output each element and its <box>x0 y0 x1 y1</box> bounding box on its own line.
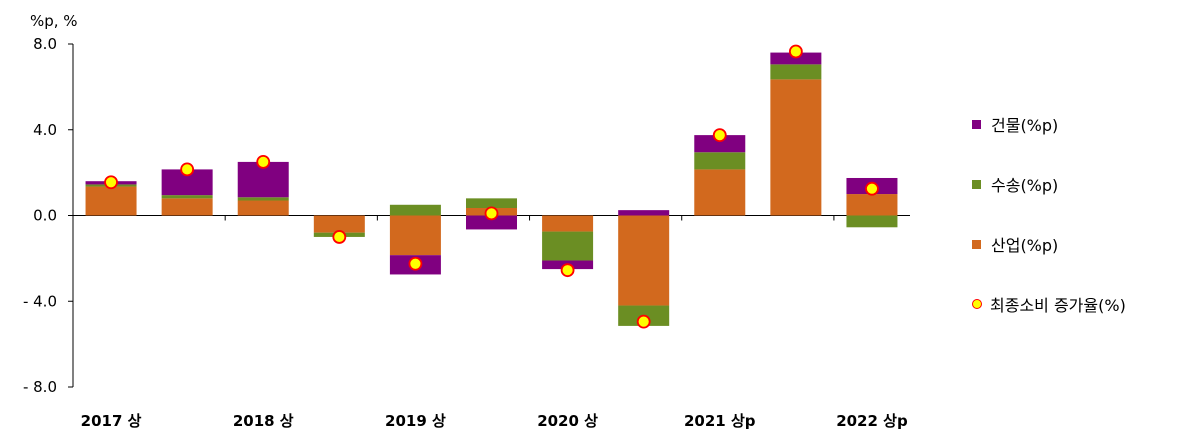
bar-segment <box>313 215 365 233</box>
x-tick-label: 2019 상 <box>385 412 446 430</box>
bar-segment <box>161 195 213 199</box>
y-tick-label: - 4.0 <box>23 292 57 310</box>
x-tick-label: 2022 상p <box>836 412 908 430</box>
data-point <box>484 206 499 221</box>
legend-item-industry: 산업(%p) <box>972 232 1058 256</box>
bar-segment <box>466 198 517 208</box>
legend-label-industry: 산업(%p) <box>991 236 1059 255</box>
legend-label-final-consumption: 최종소비 증가율(%) <box>990 296 1126 315</box>
legend-marker-final-consumption <box>972 299 982 309</box>
data-point <box>560 263 575 278</box>
x-tick-label: 2018 상 <box>233 412 294 430</box>
bar-segment <box>161 198 213 216</box>
axes-layer: 8.0 4.0 0.0 - 4.0 - 8.0 2017 상 2018 상 2019 상 202… <box>23 35 910 430</box>
data-point <box>332 230 347 244</box>
data-point <box>865 181 879 196</box>
y-tick-label: 0.0 <box>33 207 57 225</box>
data-point <box>180 162 195 177</box>
y-tick-label: 8.0 <box>33 35 57 53</box>
legend-item-building: 건물(%p) <box>972 112 1058 136</box>
data-point <box>408 256 423 271</box>
bar-segment <box>85 186 137 216</box>
bar-segment <box>694 152 746 170</box>
y-tick-label: 4.0 <box>33 121 57 139</box>
legend-item-final-consumption: 최종소비 증가율(%) <box>972 292 1126 316</box>
unit-label: %p, % <box>30 12 78 30</box>
legend-swatch-building <box>972 119 981 129</box>
bar-segment <box>542 231 594 261</box>
bar-segment <box>770 79 822 216</box>
bar-segment <box>466 215 517 230</box>
data-point <box>636 314 651 329</box>
bar-segment <box>694 169 746 216</box>
points-layer <box>104 44 879 329</box>
legend-label-building: 건물(%p) <box>991 116 1059 135</box>
bar-segment <box>237 197 289 201</box>
bar-segment <box>770 52 822 65</box>
bar-segment <box>542 215 594 232</box>
legend-swatch-industry <box>972 239 981 249</box>
bar-segment <box>389 215 441 256</box>
bar-segment <box>846 215 898 228</box>
data-point <box>256 155 271 169</box>
bar-segment <box>770 64 822 80</box>
bar-segment <box>237 200 289 216</box>
legend-swatch-transport <box>972 179 981 189</box>
bar-segment <box>618 210 670 216</box>
bar-segment <box>618 215 670 306</box>
bar-segment <box>694 135 746 153</box>
data-point <box>712 128 727 143</box>
bar-segment <box>846 194 898 216</box>
bars-layer <box>85 52 898 326</box>
x-tick-label: 2021 상p <box>684 412 756 430</box>
x-tick-label: 2017 상 <box>81 412 142 430</box>
x-tick-label: 2020 상 <box>537 412 598 430</box>
legend-label-transport: 수송(%p) <box>991 176 1059 195</box>
legend-item-transport: 수송(%p) <box>972 172 1058 196</box>
y-tick-label: - 8.0 <box>23 378 57 396</box>
data-point <box>104 175 118 190</box>
data-point <box>788 44 803 59</box>
bar-segment <box>389 204 441 216</box>
